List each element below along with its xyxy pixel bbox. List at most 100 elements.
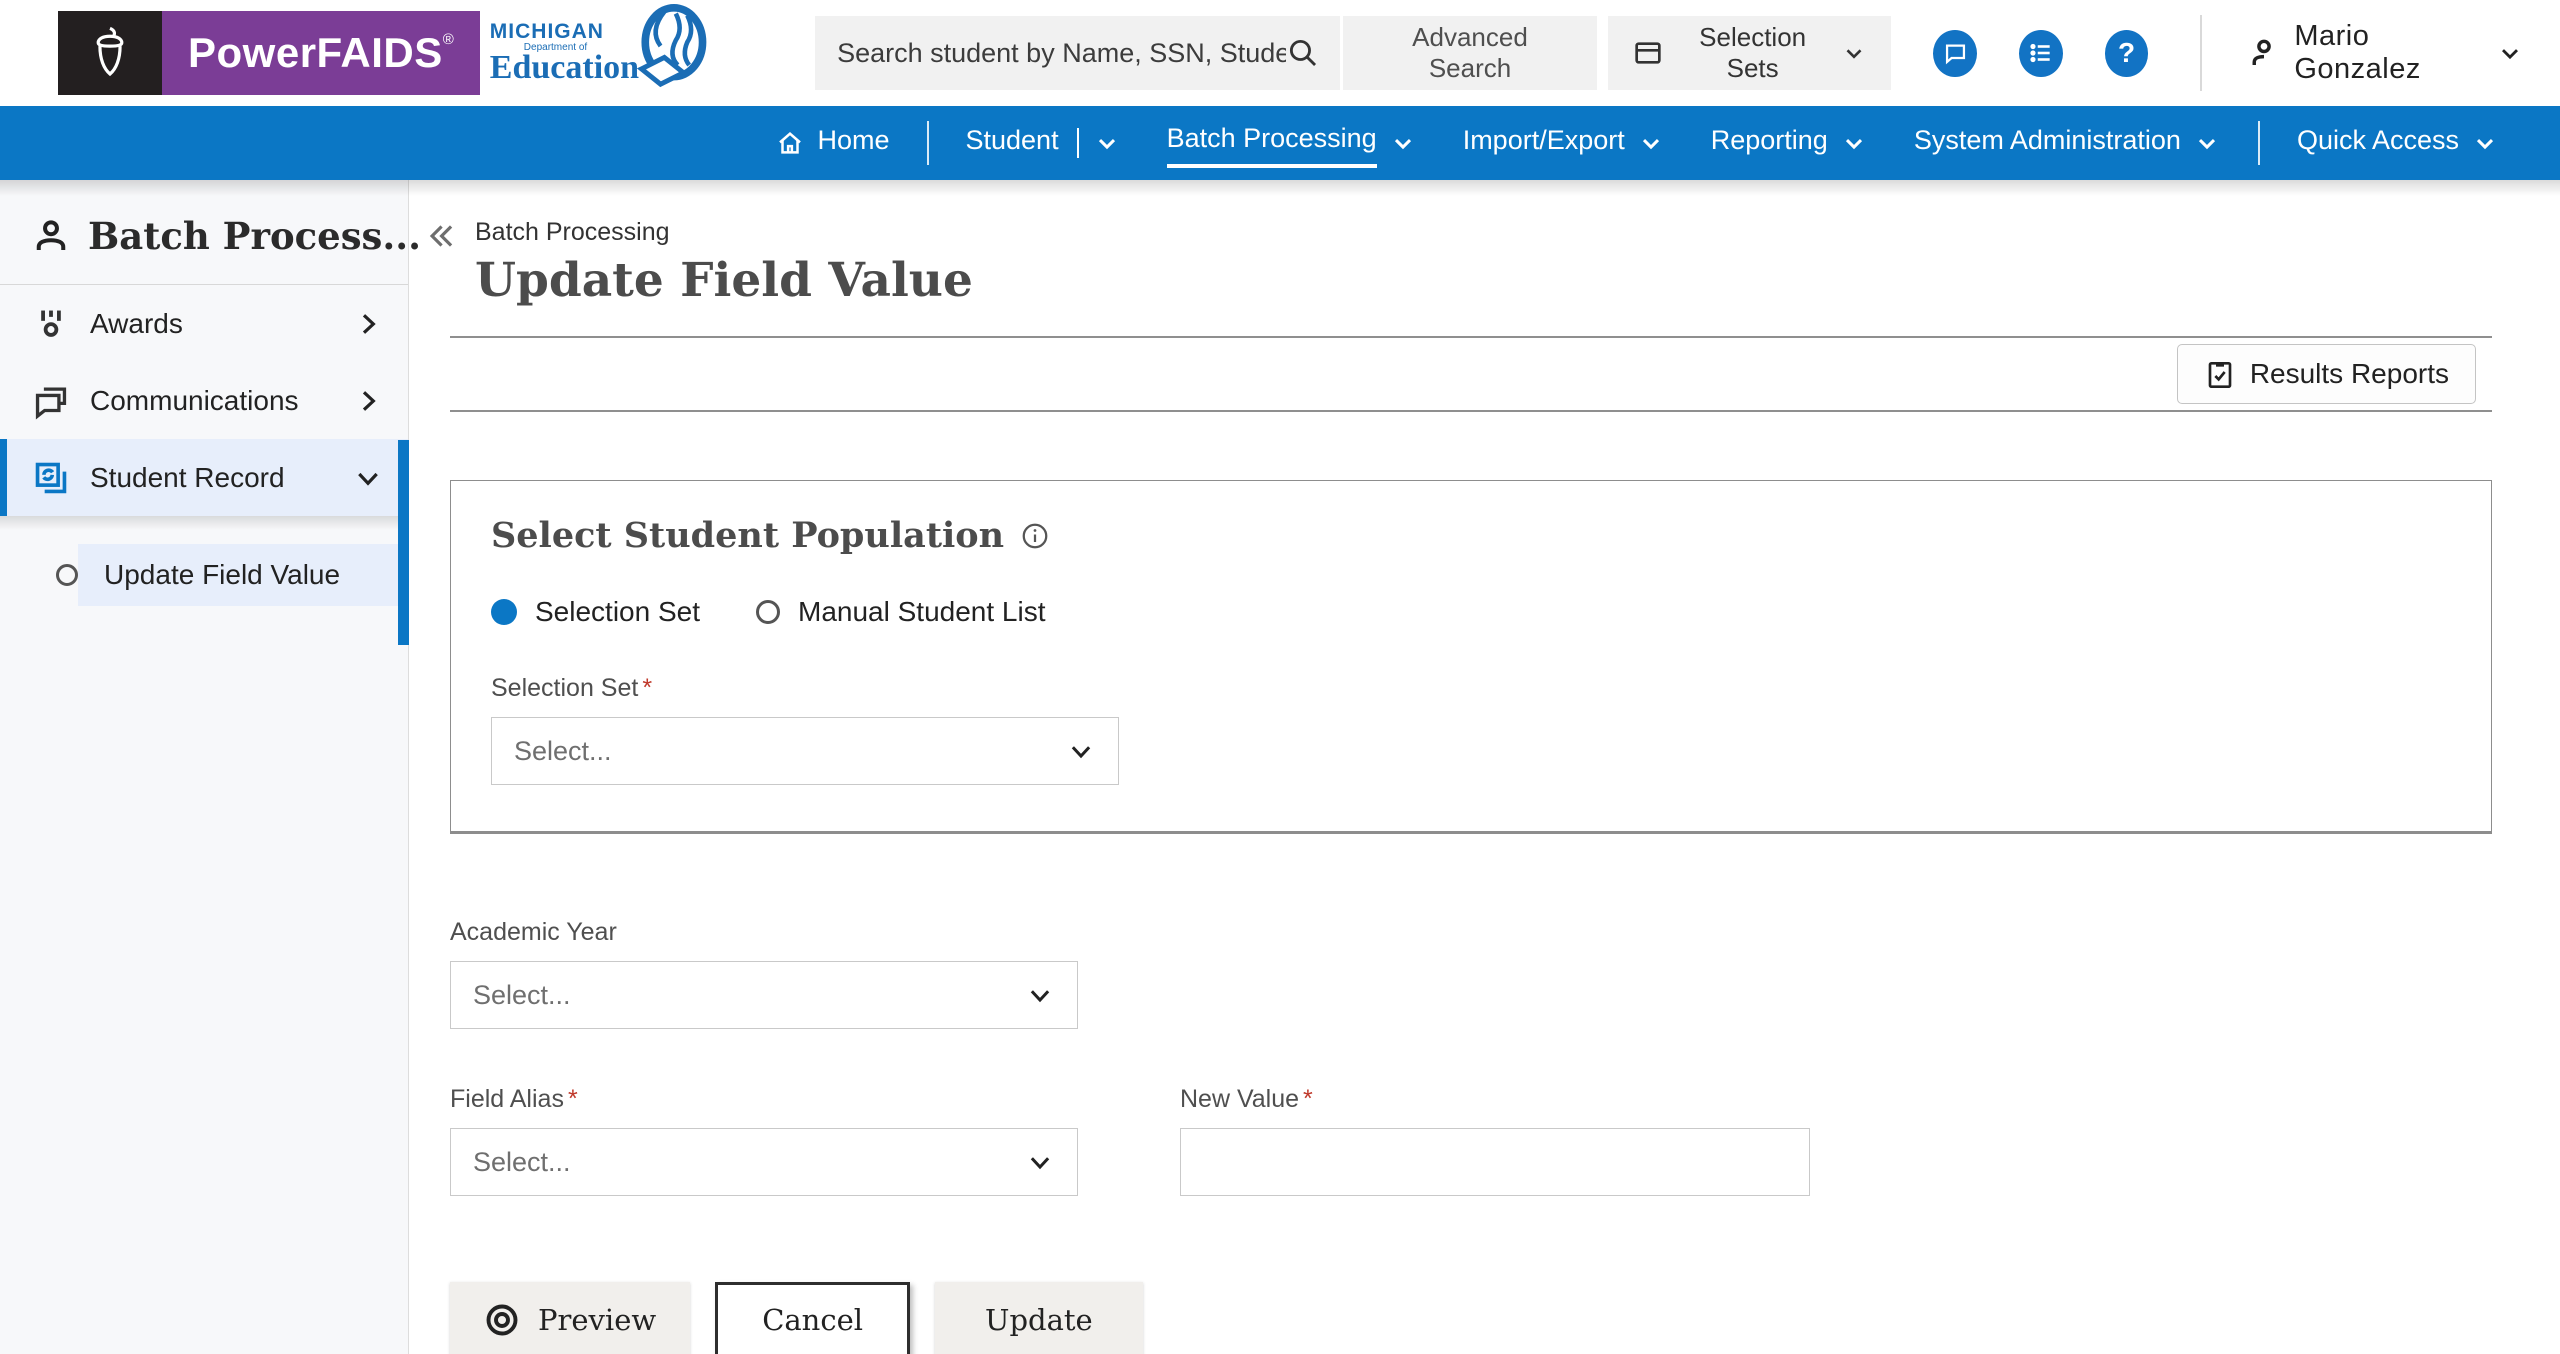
active-item-shadow (0, 516, 408, 530)
chevron-down-icon (1840, 129, 1868, 157)
radio-selected-icon[interactable] (491, 599, 517, 625)
list-icon (2028, 40, 2054, 66)
michigan-seal-icon (633, 4, 711, 88)
field-alias-label: Field Alias * (450, 1085, 1078, 1114)
required-marker: * (642, 674, 653, 702)
dropdown-placeholder: Select... (473, 1146, 571, 1177)
selection-set-dropdown[interactable]: Select... (491, 717, 1119, 785)
feedback-button[interactable] (1933, 29, 1977, 77)
new-value-input[interactable] (1180, 1128, 1810, 1196)
student-search[interactable] (815, 16, 1340, 90)
academic-year-dropdown[interactable]: Select... (450, 961, 1078, 1029)
search-icon[interactable] (1286, 36, 1320, 70)
sidebar-scrollbar-thumb[interactable] (398, 440, 409, 645)
sidebar-item-label: Student Record (90, 461, 285, 493)
form-actions: Preview Cancel Update (450, 1282, 2492, 1354)
chevron-down-icon (1025, 1147, 1055, 1177)
chevron-right-icon (352, 385, 384, 417)
powerfaids-logo: PowerFAIDS ® (162, 11, 480, 95)
search-input[interactable] (837, 37, 1286, 69)
circle-bullet-icon (56, 564, 78, 586)
update-form: Academic Year Select... Field Alias * Sel… (450, 918, 2492, 1354)
nav-batch-processing[interactable]: Batch Processing (1144, 106, 1440, 180)
org-name-mid: Department of (523, 42, 588, 53)
help-button[interactable]: ? (2104, 29, 2149, 77)
page-title: Update Field Value (475, 253, 973, 308)
nav-system-administration[interactable]: System Administration (1891, 106, 2244, 180)
org-name-bottom: Education (489, 49, 640, 86)
cancel-button[interactable]: Cancel (715, 1282, 911, 1354)
dropdown-placeholder: Select... (473, 979, 571, 1010)
dropdown-placeholder: Select... (514, 735, 612, 766)
sidebar-header: Batch Process... (0, 180, 453, 284)
label-text: New Value (1180, 1085, 1300, 1113)
divider (450, 336, 2492, 338)
eye-icon (484, 1302, 520, 1338)
task-list-button[interactable] (2018, 29, 2063, 77)
sidebar-subitem-update-field-value[interactable]: Update Field Value (0, 544, 408, 606)
batch-processing-sidebar: Batch Process... Awards (0, 180, 453, 1354)
nav-system-administration-label: System Administration (1913, 124, 2181, 155)
app-header: PowerFAIDS ® MICHIGAN Department of Educ… (0, 0, 2560, 106)
sidebar-item-label: Awards (90, 307, 183, 339)
preview-label: Preview (538, 1302, 657, 1337)
selection-sets-label: Selection Sets (1699, 22, 1807, 83)
person-icon (2246, 35, 2282, 71)
info-icon[interactable] (1020, 521, 1050, 551)
chevron-down-icon (2471, 129, 2499, 157)
selection-set-field-label: Selection Set * (491, 674, 2451, 703)
advanced-search-button[interactable]: Advanced Search (1342, 16, 1598, 90)
chevron-down-icon (1841, 40, 1867, 66)
nav-home[interactable]: Home (752, 106, 912, 180)
app-logo: PowerFAIDS ® MICHIGAN Department of Educ… (58, 4, 711, 95)
preview-button[interactable]: Preview (450, 1282, 691, 1354)
nav-quick-access-label: Quick Access (2296, 124, 2459, 155)
update-button[interactable]: Update (935, 1282, 1143, 1354)
chevron-down-icon (1025, 980, 1055, 1010)
radio-label: Manual Student List (798, 596, 1046, 627)
label-text: Field Alias (450, 1085, 564, 1113)
toolbar: Results Reports (450, 338, 2492, 410)
nav-quick-access[interactable]: Quick Access (2274, 106, 2522, 180)
nav-reporting-label: Reporting (1710, 124, 1828, 155)
chat-icon (1942, 40, 1969, 67)
header-divider (2200, 15, 2203, 91)
radio-manual-student-list[interactable]: Manual Student List (756, 596, 1046, 628)
required-marker: * (1303, 1085, 1313, 1113)
radio-unselected-icon[interactable] (756, 600, 780, 624)
sidebar-item-student-record[interactable]: Student Record (0, 439, 408, 516)
chevron-down-icon (1093, 129, 1121, 157)
sidebar-subitem-label: Update Field Value (104, 559, 341, 590)
radio-selection-set[interactable]: Selection Set (491, 596, 700, 628)
sidebar-divider (0, 284, 408, 285)
results-reports-label: Results Reports (2249, 358, 2449, 389)
home-icon (775, 128, 805, 158)
required-marker: * (567, 1085, 578, 1113)
michigan-education-logo: MICHIGAN Department of Education (489, 4, 711, 88)
nav-student[interactable]: Student (943, 106, 1144, 180)
nav-import-export-label: Import/Export (1462, 124, 1625, 155)
field-alias-dropdown[interactable]: Select... (450, 1128, 1078, 1196)
chevron-down-icon (352, 462, 384, 494)
collapse-sidebar-icon[interactable] (421, 217, 459, 255)
nav-student-label: Student (965, 124, 1059, 155)
divider (450, 410, 2492, 412)
selection-sets-button[interactable]: Selection Sets (1608, 16, 1892, 90)
user-menu[interactable]: Mario Gonzalez (2246, 20, 2524, 86)
sidebar-item-awards[interactable]: Awards (0, 285, 408, 362)
nav-divider (926, 121, 929, 165)
nav-pipe-divider (1076, 128, 1079, 158)
communications-icon (32, 382, 70, 420)
user-name: Mario Gonzalez (2294, 20, 2421, 85)
nav-import-export[interactable]: Import/Export (1440, 106, 1688, 180)
subitem-highlight (78, 544, 408, 606)
selection-sets-icon (1632, 37, 1664, 69)
academic-year-label: Academic Year (450, 918, 617, 946)
chevron-down-icon (1066, 736, 1096, 766)
sidebar-item-communications[interactable]: Communications (0, 362, 408, 439)
breadcrumb: Batch Processing (475, 218, 670, 246)
radio-label: Selection Set (535, 596, 700, 627)
results-reports-button[interactable]: Results Reports (2176, 344, 2476, 404)
nav-reporting[interactable]: Reporting (1688, 106, 1891, 180)
org-name-top: MICHIGAN (489, 20, 604, 43)
